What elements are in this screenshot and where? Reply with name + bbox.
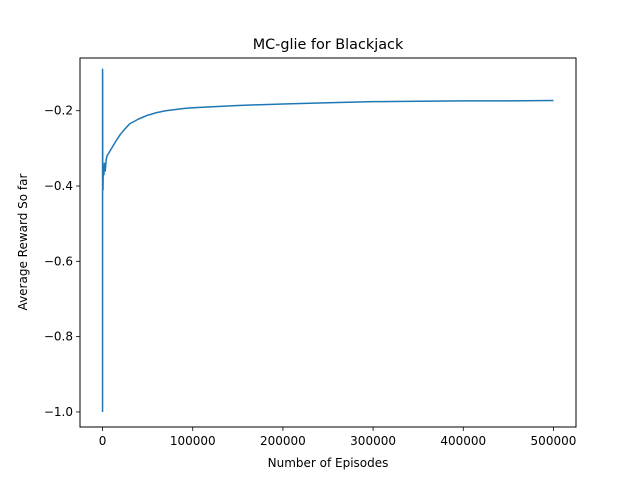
x-axis-label: Number of Episodes <box>268 456 389 470</box>
plot-area <box>101 68 554 412</box>
y-tick-label: −0.2 <box>44 104 73 118</box>
y-axis-label: Average Reward So far <box>16 173 30 310</box>
series-line <box>101 68 554 412</box>
chart-title: MC-glie for Blackjack <box>253 37 404 53</box>
x-tick-label: 100000 <box>170 434 216 448</box>
y-tick-label: −0.4 <box>44 179 73 193</box>
y-tick-label: −1.0 <box>44 405 73 419</box>
axes-frame <box>79 57 577 428</box>
x-tick-label: 200000 <box>260 434 306 448</box>
y-tick-label: −0.8 <box>44 330 73 344</box>
x-axis: 0 100000 200000 300000 400000 500000 <box>99 427 577 448</box>
x-tick-label: 400000 <box>440 434 486 448</box>
x-tick-label: 0 <box>99 434 107 448</box>
y-tick-label: −0.6 <box>44 254 73 268</box>
x-tick-label: 500000 <box>531 434 577 448</box>
x-tick-label: 300000 <box>350 434 396 448</box>
y-axis: −1.0 −0.8 −0.6 −0.4 −0.2 <box>44 104 80 419</box>
